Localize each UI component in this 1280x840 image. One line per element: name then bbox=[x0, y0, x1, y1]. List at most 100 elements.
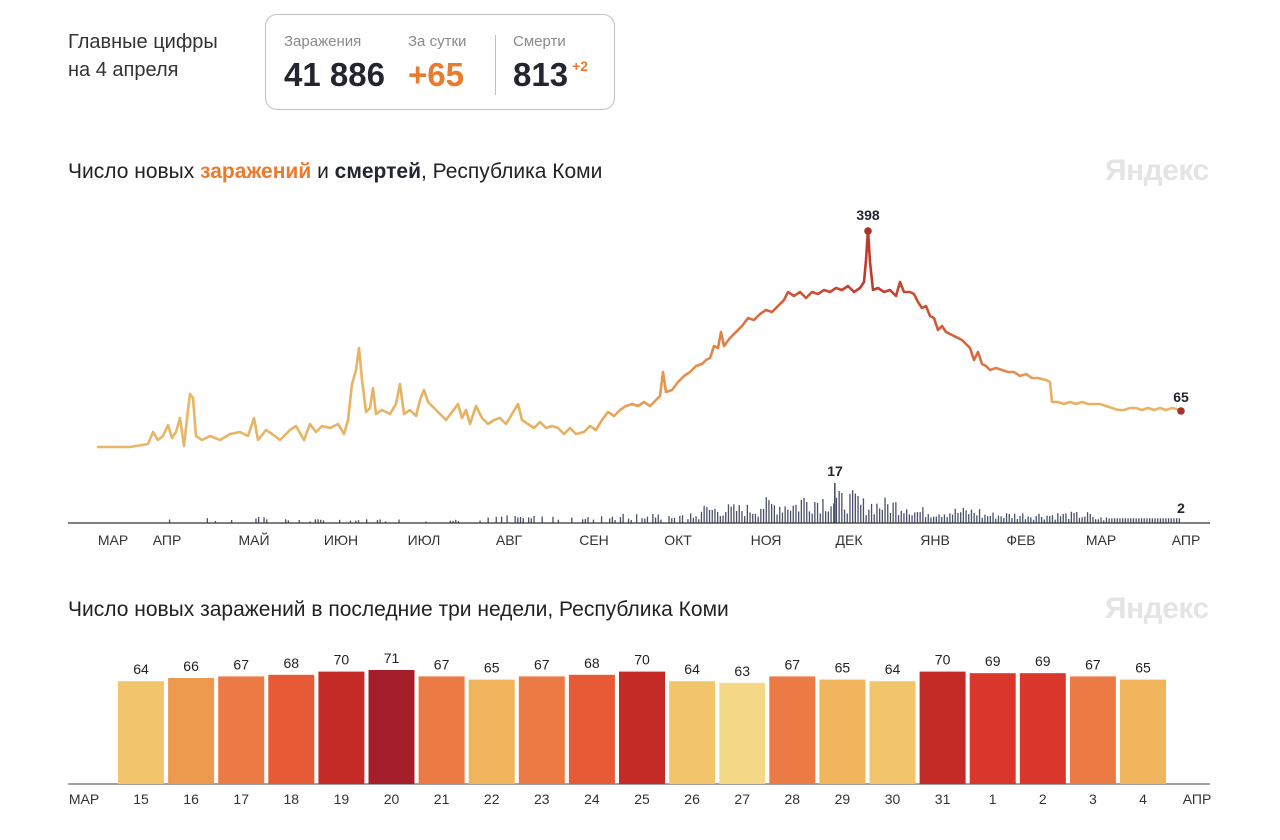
deaths-bar bbox=[703, 505, 705, 523]
deaths-bar bbox=[1111, 518, 1113, 523]
deaths-bar bbox=[941, 517, 943, 523]
weekly-bar bbox=[919, 671, 966, 784]
deaths-bar bbox=[309, 521, 311, 523]
headline-line2: на 4 апреля bbox=[68, 59, 179, 81]
month-tick-label: АПР bbox=[153, 532, 182, 548]
deaths-bar bbox=[862, 498, 865, 523]
deaths-bar bbox=[1176, 518, 1178, 523]
deaths-bar bbox=[1151, 518, 1153, 523]
deaths-bar bbox=[708, 509, 711, 523]
deaths-bar bbox=[379, 519, 381, 523]
deaths-bar bbox=[843, 509, 846, 523]
deaths-bar bbox=[698, 519, 700, 523]
deaths-bar bbox=[1011, 518, 1013, 523]
deaths-bar bbox=[622, 513, 624, 523]
weekly-bar-value: 67 bbox=[785, 656, 801, 672]
brand-logo-1: Яндекс bbox=[1105, 154, 1209, 187]
deaths-bar bbox=[619, 517, 622, 523]
deaths-bar bbox=[762, 508, 765, 523]
deaths-bar bbox=[231, 520, 233, 523]
deaths-bar bbox=[1054, 519, 1056, 523]
deaths-bar bbox=[906, 509, 908, 523]
weekly-bar bbox=[769, 676, 816, 784]
deaths-bar bbox=[908, 514, 910, 523]
deaths-bar bbox=[214, 520, 217, 523]
weekly-bar-value: 70 bbox=[935, 652, 951, 668]
deaths-bar bbox=[287, 520, 289, 523]
weekly-day-label: 23 bbox=[534, 791, 550, 807]
deaths-bar bbox=[768, 500, 770, 523]
deaths-bar bbox=[800, 499, 802, 523]
deaths-bar bbox=[1084, 516, 1086, 523]
weekly-bar-value: 63 bbox=[734, 663, 750, 679]
deaths-bar bbox=[733, 504, 735, 523]
deaths-bar bbox=[930, 517, 932, 523]
deaths-bar bbox=[776, 514, 778, 523]
deaths-bar bbox=[779, 506, 781, 523]
weekly-bar bbox=[819, 679, 866, 784]
deaths-bar bbox=[487, 517, 489, 523]
weekly-bar-value: 70 bbox=[334, 652, 350, 668]
deaths-bar bbox=[600, 516, 603, 523]
weekly-bar bbox=[418, 676, 465, 784]
weekly-bar bbox=[619, 671, 665, 784]
deaths-bar bbox=[903, 513, 905, 523]
deaths-bar bbox=[841, 493, 843, 523]
deaths-peak-bar bbox=[834, 483, 836, 523]
deaths-bar bbox=[263, 517, 265, 523]
deaths-bar bbox=[517, 517, 519, 523]
chart1-title-and: и bbox=[311, 160, 335, 183]
daily-value: +65 bbox=[408, 56, 464, 93]
deaths-bar bbox=[1024, 519, 1027, 523]
weekly-day-label: 31 bbox=[935, 791, 951, 807]
deaths-bar bbox=[1132, 518, 1135, 523]
weekly-bar bbox=[218, 676, 265, 784]
weekly-bar bbox=[368, 670, 415, 784]
weekly-bar bbox=[518, 676, 565, 784]
weekly-bar bbox=[168, 678, 215, 784]
deaths-bar bbox=[317, 519, 319, 523]
deaths-bar bbox=[654, 517, 657, 523]
deaths-bar bbox=[816, 502, 819, 523]
weekly-bar bbox=[1019, 673, 1066, 784]
deaths-bar bbox=[1157, 518, 1159, 523]
weekly-bar bbox=[719, 682, 766, 784]
weekly-bars-layer: 6415661667176818701971206721652267236824… bbox=[68, 650, 1211, 807]
weekly-day-label: 2 bbox=[1039, 791, 1047, 807]
deaths-bar bbox=[819, 513, 821, 523]
deaths-bar bbox=[943, 514, 946, 523]
deaths-bar bbox=[771, 503, 773, 523]
deaths-bar bbox=[1005, 513, 1008, 523]
card-divider bbox=[495, 35, 496, 95]
deaths-bars-layer: 17 2 bbox=[168, 463, 1185, 523]
deaths-bar bbox=[916, 512, 919, 523]
weekly-bar bbox=[1120, 679, 1166, 784]
deaths-bar bbox=[795, 504, 797, 523]
weekly-day-label: 19 bbox=[334, 791, 350, 807]
weekly-bar-value: 64 bbox=[885, 661, 901, 677]
deaths-bar bbox=[285, 519, 287, 523]
deaths-bar bbox=[981, 517, 983, 523]
deaths-bar bbox=[838, 491, 840, 523]
deaths-bar bbox=[314, 519, 316, 523]
deaths-bar bbox=[630, 520, 632, 523]
deaths-bar bbox=[706, 506, 708, 523]
deaths-bar bbox=[1038, 513, 1040, 523]
chart1-title: Число новых заражений и смертей, Республ… bbox=[68, 160, 602, 184]
deaths-bar bbox=[355, 520, 357, 523]
deaths-bar bbox=[857, 495, 859, 523]
deaths-bar bbox=[660, 519, 662, 523]
deaths-bar bbox=[741, 511, 743, 523]
deaths-bar bbox=[803, 498, 805, 523]
deaths-bar bbox=[681, 515, 684, 523]
deaths-bar bbox=[1003, 517, 1005, 523]
deaths-bar bbox=[895, 502, 897, 523]
weekly-day-label: 3 bbox=[1089, 791, 1097, 807]
deaths-bar bbox=[522, 518, 524, 523]
deaths-bar bbox=[887, 504, 889, 523]
deaths-bar bbox=[501, 516, 503, 523]
deaths-bar bbox=[322, 520, 325, 523]
deaths-bar bbox=[349, 520, 352, 523]
weekly-day-label: 16 bbox=[183, 791, 199, 807]
deaths-bar bbox=[879, 508, 881, 523]
